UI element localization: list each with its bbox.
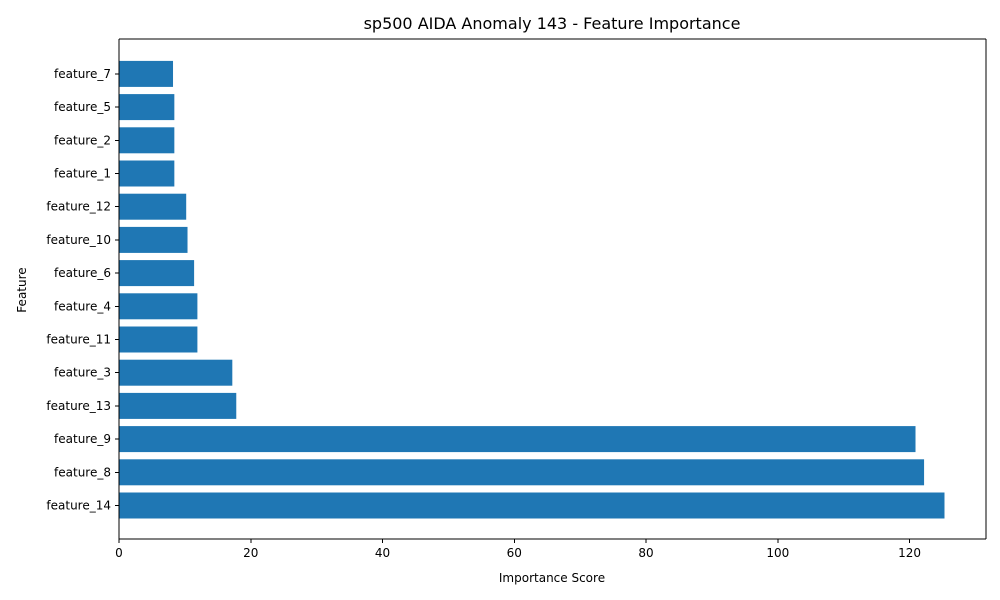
bar-feature-7 xyxy=(119,60,174,87)
y-tick-label-feature-5: feature_5 xyxy=(54,100,111,114)
bar-feature-6 xyxy=(119,260,195,287)
y-tick-label-feature-11: feature_11 xyxy=(46,333,111,347)
y-tick-label-feature-3: feature_3 xyxy=(54,366,111,380)
x-tick-label-0: 0 xyxy=(115,546,123,560)
y-tick-label-feature-2: feature_2 xyxy=(54,133,111,147)
y-tick-label-feature-12: feature_12 xyxy=(46,200,111,214)
y-tick-label-feature-4: feature_4 xyxy=(54,299,111,313)
x-tick-label-40: 40 xyxy=(375,546,390,560)
x-tick-label-60: 60 xyxy=(507,546,522,560)
y-tick-label-feature-1: feature_1 xyxy=(54,167,111,181)
x-tick-label-80: 80 xyxy=(638,546,653,560)
y-tick-label-feature-10: feature_10 xyxy=(46,233,111,247)
y-tick-label-feature-14: feature_14 xyxy=(46,499,111,513)
y-tick-label-feature-7: feature_7 xyxy=(54,67,111,81)
bar-feature-14 xyxy=(119,492,945,519)
bars-layer xyxy=(119,60,945,519)
y-axis-label: Feature xyxy=(15,267,29,312)
y-tick-label-feature-9: feature_9 xyxy=(54,432,111,446)
bar-feature-1 xyxy=(119,160,175,187)
y-tick-label-feature-6: feature_6 xyxy=(54,266,111,280)
bar-feature-5 xyxy=(119,94,175,121)
ticks-layer: feature_14 feature_8 feature_9 feature_13 fe… xyxy=(46,67,921,560)
bar-feature-9 xyxy=(119,426,916,453)
y-tick-label-feature-8: feature_8 xyxy=(54,465,111,479)
bar-feature-13 xyxy=(119,392,237,419)
y-tick-label-feature-13: feature_13 xyxy=(46,399,111,413)
bar-feature-11 xyxy=(119,326,198,353)
x-tick-label-120: 120 xyxy=(898,546,921,560)
bar-feature-8 xyxy=(119,459,925,486)
x-axis-label: Importance Score xyxy=(499,571,605,585)
x-tick-label-100: 100 xyxy=(766,546,789,560)
bar-feature-4 xyxy=(119,293,198,320)
bar-feature-2 xyxy=(119,127,175,154)
chart-title: sp500 AIDA Anomaly 143 - Feature Importa… xyxy=(364,14,741,33)
x-tick-label-20: 20 xyxy=(243,546,258,560)
bar-feature-12 xyxy=(119,193,187,220)
bar-feature-3 xyxy=(119,359,233,386)
bar-feature-10 xyxy=(119,226,188,253)
